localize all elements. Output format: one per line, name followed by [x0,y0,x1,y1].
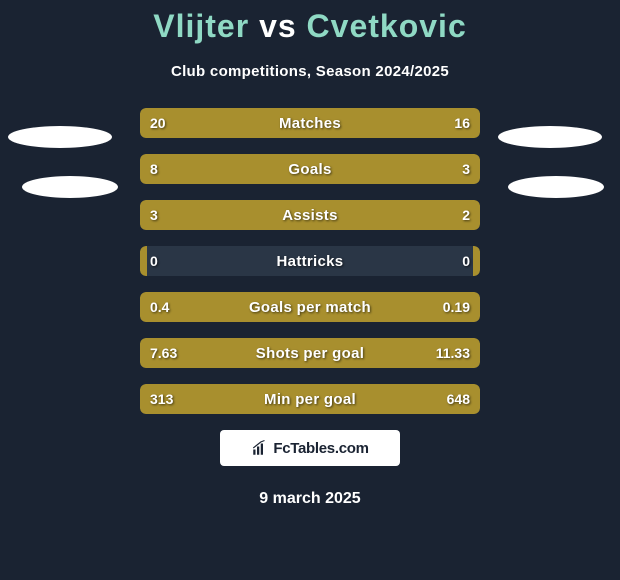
player2-badge-top [498,126,602,148]
stat-label: Matches [140,108,480,138]
player2-name: Cvetkovic [307,8,467,44]
subtitle: Club competitions, Season 2024/2025 [0,63,620,80]
player1-badge-top [8,126,112,148]
stat-label: Hattricks [140,246,480,276]
stat-row: 2016Matches [140,108,480,138]
stat-row: 83Goals [140,154,480,184]
stats-container: 2016Matches 83Goals 32Assists 00Hattricks 0.… [140,108,480,414]
stat-label: Goals per match [140,292,480,322]
stat-label: Shots per goal [140,338,480,368]
stat-row: 0.40.19Goals per match [140,292,480,322]
stat-label: Min per goal [140,384,480,414]
fctables-logo: FcTables.com [220,430,400,466]
date-label: 9 march 2025 [0,490,620,508]
logo-text: FcTables.com [273,440,368,457]
chart-icon [251,439,269,457]
stat-row: 7.6311.33Shots per goal [140,338,480,368]
vs-separator: vs [259,8,297,44]
player1-badge-bottom [22,176,118,198]
stat-row: 00Hattricks [140,246,480,276]
stat-row: 32Assists [140,200,480,230]
comparison-title: Vlijter vs Cvetkovic [0,0,620,45]
stat-label: Goals [140,154,480,184]
stat-label: Assists [140,200,480,230]
player2-badge-bottom [508,176,604,198]
stat-row: 313648Min per goal [140,384,480,414]
player1-name: Vlijter [153,8,249,44]
